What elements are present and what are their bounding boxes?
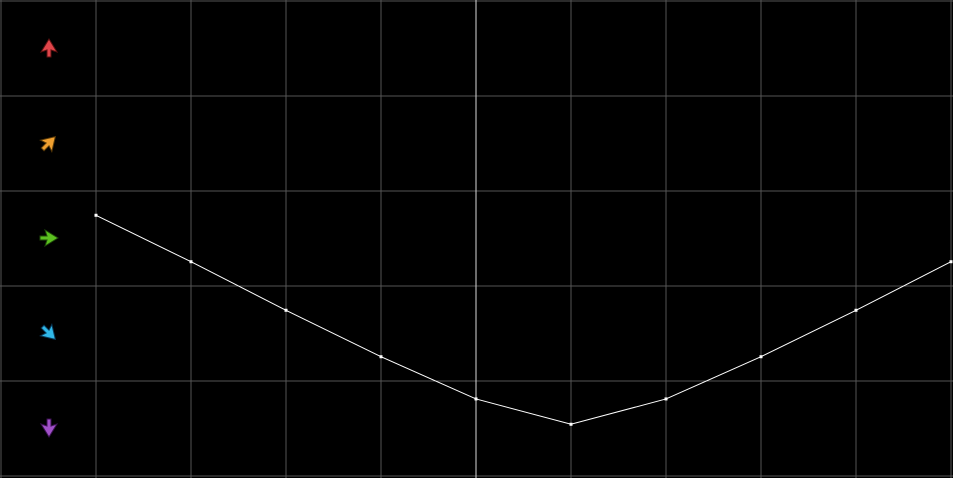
point bbox=[949, 260, 953, 264]
arrow-down bbox=[39, 418, 59, 438]
arrow-right bbox=[39, 228, 59, 248]
direction-icons bbox=[39, 38, 59, 438]
line bbox=[95, 214, 952, 425]
point bbox=[854, 308, 858, 312]
point bbox=[379, 355, 383, 359]
point bbox=[664, 397, 668, 401]
point bbox=[94, 213, 98, 217]
point bbox=[189, 260, 193, 264]
point bbox=[569, 422, 573, 426]
arrow-up-right bbox=[39, 135, 57, 153]
arrow-down-right bbox=[39, 323, 57, 341]
point bbox=[284, 308, 288, 312]
point bbox=[474, 397, 478, 401]
point bbox=[759, 355, 763, 359]
arrow-up bbox=[39, 38, 59, 58]
